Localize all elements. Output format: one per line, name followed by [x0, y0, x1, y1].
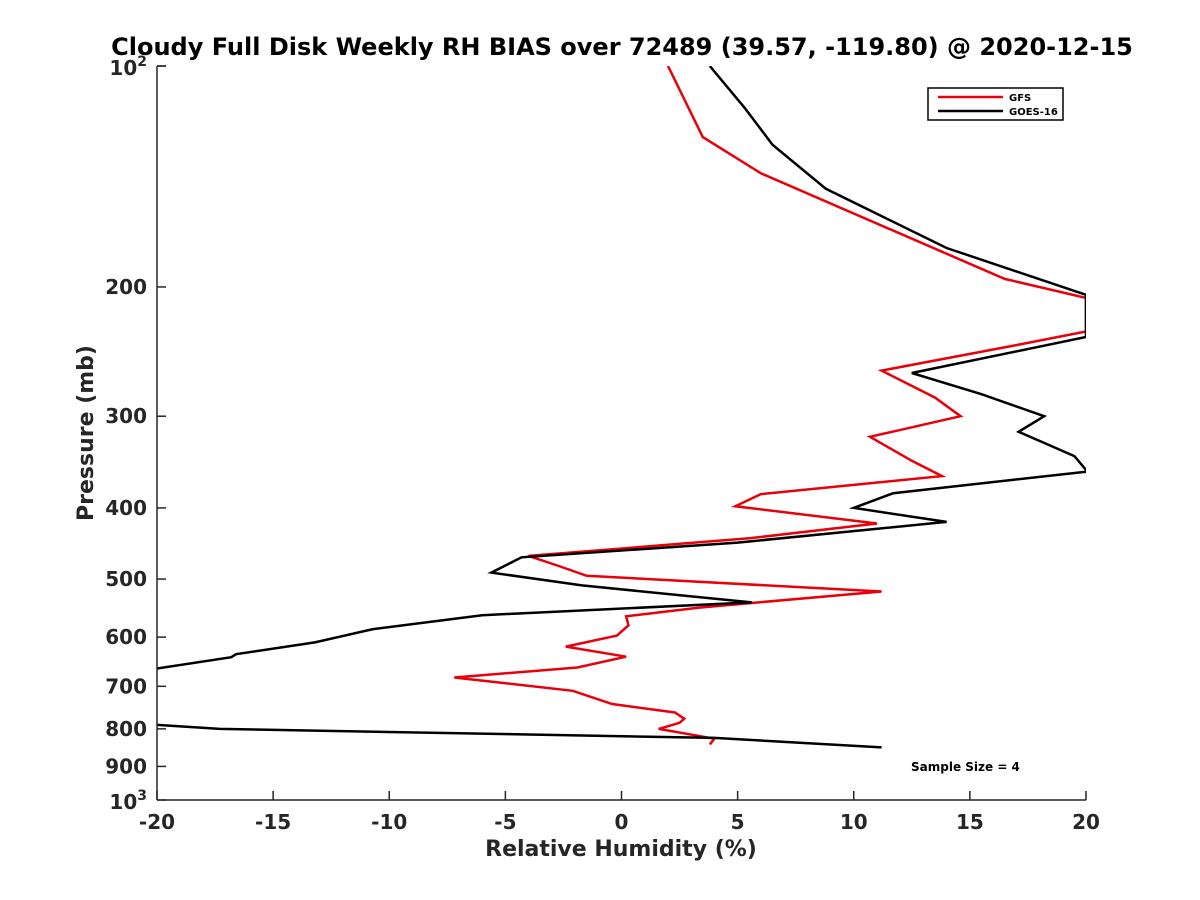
x-tick-label: -10 [371, 810, 407, 834]
y-tick-label: 102 [109, 54, 147, 80]
x-tick-label: 10 [840, 810, 868, 834]
x-tick-label: -5 [494, 810, 516, 834]
series-line-goes16-1 [157, 66, 1086, 670]
x-tick-label: 20 [1072, 810, 1100, 834]
chart-title: Cloudy Full Disk Weekly RH BIAS over 724… [111, 33, 1133, 61]
x-tick-label: 0 [615, 810, 629, 834]
y-tick-label: 800 [105, 717, 147, 741]
axes-layer: -20 -15 -10 -5 0 5 10 15 20 102 200 300 400 500 600 700… [105, 54, 1100, 834]
y-tick-label: 700 [105, 674, 147, 698]
legend-label-goes16: GOES-16 [1009, 107, 1058, 118]
y-tick-label: 400 [105, 496, 147, 520]
legend: GFS GOES-16 [927, 87, 1064, 121]
y-tick-label: 103 [109, 788, 147, 814]
legend-label-gfs: GFS [1009, 93, 1031, 104]
y-tick-label: 500 [105, 567, 147, 591]
x-tick-label: -20 [139, 810, 175, 834]
series-line-goes16-2 [157, 723, 882, 749]
x-tick-label: 15 [956, 810, 984, 834]
sample-size-annotation: Sample Size = 4 [911, 760, 1020, 774]
y-tick-label: 600 [105, 625, 147, 649]
series-line-gfs-0 [454, 66, 1086, 746]
y-axis-label: Pressure (mb) [74, 345, 99, 521]
y-tick-label: 900 [105, 754, 147, 778]
x-axis-label: Relative Humidity (%) [485, 837, 757, 862]
legend-box [927, 87, 1064, 121]
y-tick-label: 200 [105, 275, 147, 299]
y-tick-label: 300 [105, 404, 147, 428]
series-layer [157, 66, 1086, 749]
x-tick-label: 5 [731, 810, 745, 834]
x-tick-label: -15 [255, 810, 291, 834]
